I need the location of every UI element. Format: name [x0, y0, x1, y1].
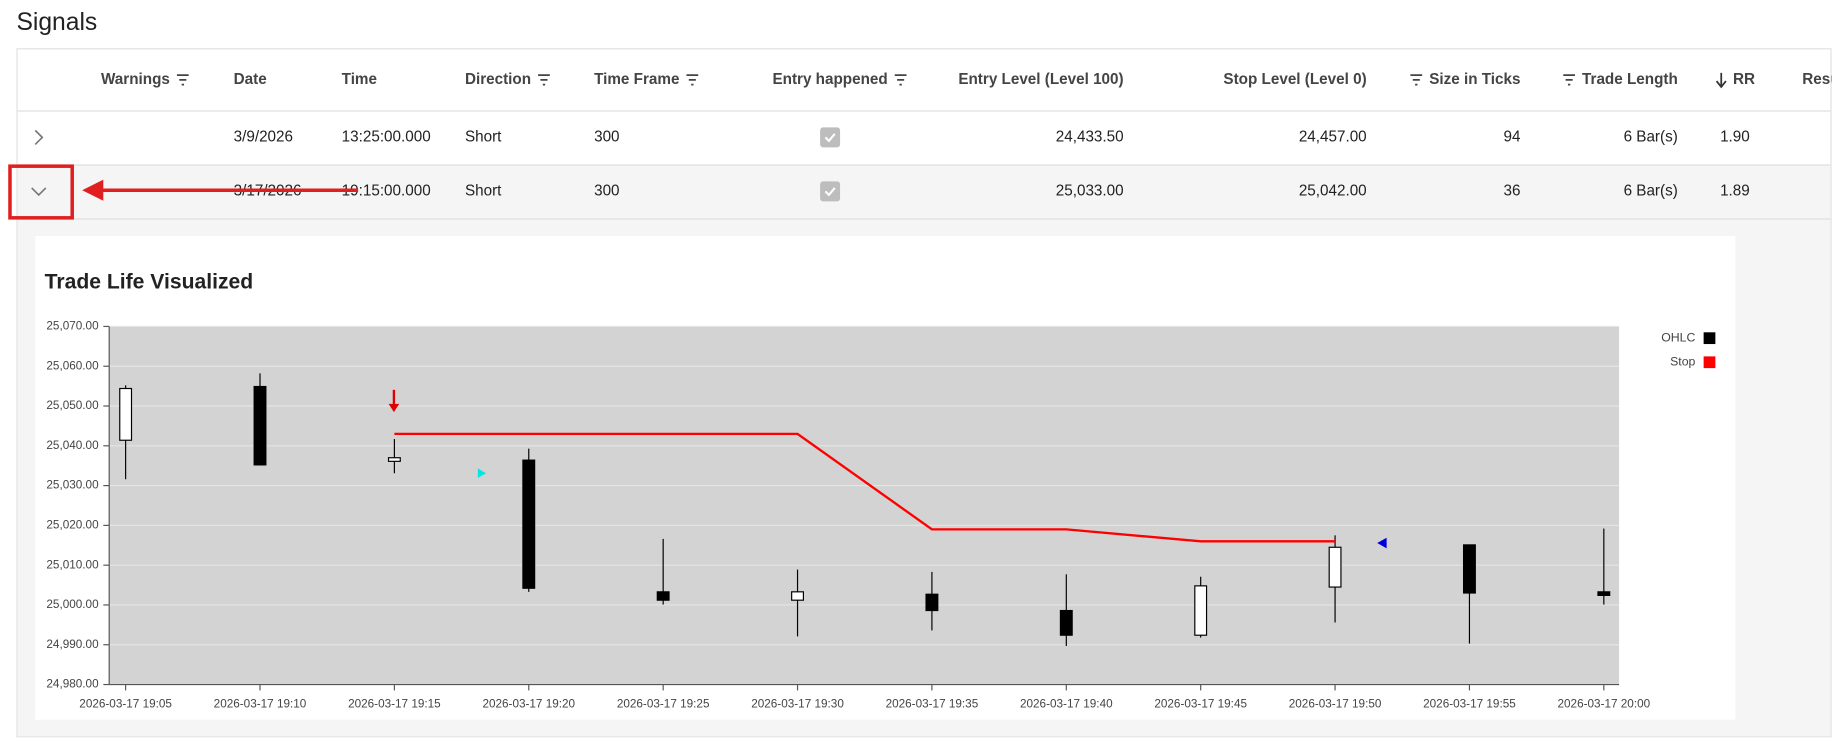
table-cell: 3/9/2026 [234, 128, 293, 145]
x-tick-label: 2026-03-17 19:05 [79, 698, 172, 711]
table-cell: 36 [1504, 182, 1521, 199]
candle-body [925, 593, 939, 612]
column-header[interactable]: Trade Length [1582, 71, 1678, 88]
x-tick-label: 2026-03-17 19:15 [348, 698, 441, 711]
annotation-arrow-head [82, 179, 104, 201]
exit-marker [1377, 537, 1387, 549]
legend-label[interactable]: Stop [1670, 354, 1695, 368]
legend-label[interactable]: OHLC [1661, 330, 1695, 344]
y-tick-label: 25,010.00 [46, 558, 99, 571]
column-header[interactable]: Date [234, 71, 267, 88]
x-tick-label: 2026-03-17 20:00 [1558, 698, 1651, 711]
column-header[interactable]: Size in Ticks [1429, 71, 1520, 88]
y-tick-label: 25,070.00 [46, 320, 99, 333]
candle-body [119, 387, 133, 441]
checkmark [824, 133, 836, 143]
table-cell: 1.90 [1720, 128, 1750, 145]
column-header[interactable]: Time [342, 71, 377, 88]
candle-body [1597, 591, 1611, 597]
y-tick-label: 25,060.00 [46, 359, 99, 372]
candle-body [387, 457, 401, 462]
y-tick-label: 25,040.00 [46, 439, 99, 452]
table-cell: 1.89 [1720, 182, 1750, 199]
y-tick-label: 25,020.00 [46, 518, 99, 531]
legend-swatch[interactable] [1703, 356, 1716, 369]
table-cell: Short [465, 128, 502, 145]
entry-marker [477, 468, 487, 478]
table-cell: Short [465, 182, 502, 199]
checkmark [824, 187, 836, 197]
column-header[interactable]: Warnings [101, 71, 170, 88]
annotation-box [8, 164, 74, 220]
chart: 24,980.00 24,990.00 25,000.00 25,010.00 25,0… [46, 320, 1716, 711]
column-header[interactable]: Direction [465, 71, 531, 88]
x-tick-label: 2026-03-17 19:25 [617, 698, 710, 711]
column-header[interactable]: Time Frame [594, 71, 679, 88]
candle-body [791, 591, 804, 601]
x-tick-label: 2026-03-17 19:45 [1154, 698, 1247, 711]
candle-body [1194, 585, 1208, 636]
x-tick-label: 2026-03-17 19:35 [886, 698, 979, 711]
table-cell: 24,457.00 [1299, 128, 1367, 145]
legend-swatch[interactable] [1703, 332, 1716, 345]
table-cell: 94 [1504, 128, 1521, 145]
candle-body [1328, 546, 1342, 588]
y-tick-label: 25,000.00 [46, 598, 99, 611]
chart-title: Trade Life Visualized [45, 271, 254, 294]
sort-arrow-head [1715, 80, 1727, 89]
column-header[interactable]: Entry Level (Level 100) [958, 71, 1123, 88]
x-tick-label: 2026-03-17 19:40 [1020, 698, 1113, 711]
plot-area [109, 326, 1620, 685]
expand-chevron[interactable] [34, 129, 44, 146]
y-tick-label: 24,980.00 [46, 678, 99, 691]
candle-body [1462, 544, 1476, 594]
column-header[interactable]: Entry happened [772, 71, 887, 88]
column-header[interactable]: Stop Level (Level 0) [1223, 71, 1366, 88]
candle-body [1059, 609, 1073, 636]
x-tick-label: 2026-03-17 19:30 [751, 698, 844, 711]
table-cell: 19:15:00.000 [342, 182, 431, 199]
column-header[interactable]: Resu [1802, 71, 1839, 88]
x-tick-label: 2026-03-17 19:10 [214, 698, 307, 711]
table-cell: 25,033.00 [1056, 182, 1124, 199]
y-tick-label: 25,030.00 [46, 479, 99, 492]
entry-arrow-head [388, 403, 400, 413]
collapse-chevron[interactable] [31, 187, 47, 197]
checkbox [820, 127, 841, 148]
candle-body [656, 591, 670, 601]
page-title: Signals [16, 9, 97, 36]
table-cell: 6 Bar(s) [1624, 128, 1678, 145]
checkbox [820, 181, 841, 202]
table: Warnings Date Time Direction Time Frame Entry… [101, 71, 1839, 202]
table-cell: 13:25:00.000 [342, 128, 431, 145]
table-cell: 300 [594, 182, 619, 199]
stop-line [394, 432, 1336, 543]
y-tick-label: 25,050.00 [46, 399, 99, 412]
table-cell: 6 Bar(s) [1624, 182, 1678, 199]
table-cell: 300 [594, 128, 619, 145]
candle-body [253, 385, 267, 466]
x-tick-label: 2026-03-17 19:20 [482, 698, 575, 711]
table-cell: 24,433.50 [1056, 128, 1124, 145]
column-header[interactable]: RR [1733, 71, 1755, 88]
table-cell: 25,042.00 [1299, 182, 1367, 199]
x-tick-label: 2026-03-17 19:55 [1423, 698, 1516, 711]
x-tick-label: 2026-03-17 19:50 [1289, 698, 1382, 711]
y-tick-label: 24,990.00 [46, 638, 99, 651]
candle-body [522, 459, 536, 589]
